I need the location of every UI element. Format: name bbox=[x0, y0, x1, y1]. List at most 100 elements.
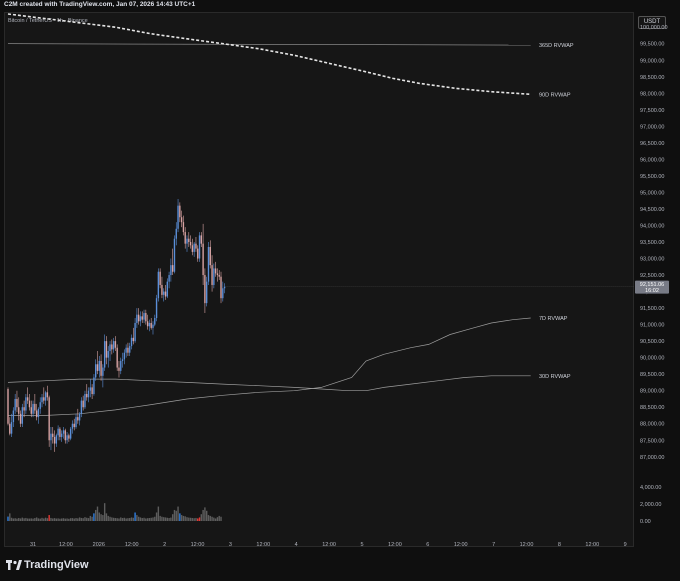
candle-body bbox=[211, 265, 213, 285]
volume-bar bbox=[220, 516, 222, 521]
price-axis-label: 93,000.00 bbox=[640, 257, 664, 263]
volume-bar bbox=[35, 517, 38, 521]
candle-body bbox=[114, 341, 117, 348]
candle-body bbox=[103, 341, 106, 368]
volume-bar bbox=[64, 518, 66, 521]
current-price-tag bbox=[635, 280, 669, 294]
candle-body bbox=[50, 433, 52, 441]
time-axis-label: 12:00 bbox=[322, 542, 336, 548]
volume-bar bbox=[28, 518, 31, 521]
price-axis-label: 88,000.00 bbox=[640, 422, 664, 428]
volume-bar bbox=[189, 517, 192, 521]
countdown-value: 16:02 bbox=[645, 288, 659, 294]
volume-bar bbox=[148, 518, 151, 521]
time-axis-label: 2 bbox=[163, 542, 166, 548]
candle-body bbox=[77, 417, 79, 421]
rvwap-90d-line bbox=[7, 13, 531, 96]
volume-bar bbox=[211, 516, 213, 521]
candle-body bbox=[41, 397, 43, 403]
volume-bar bbox=[32, 518, 34, 521]
volume-bar bbox=[141, 518, 143, 521]
volume-bar bbox=[77, 518, 79, 521]
candle-body bbox=[89, 387, 92, 391]
volume-bar bbox=[14, 518, 16, 521]
price-axis-label: 97,500.00 bbox=[640, 108, 664, 114]
volume-bar bbox=[43, 518, 45, 521]
volume-bar bbox=[107, 515, 109, 521]
volume-bar bbox=[191, 518, 194, 521]
candle-body bbox=[222, 288, 224, 299]
volume-bar bbox=[218, 515, 220, 521]
candle-body bbox=[35, 410, 38, 418]
candle-body bbox=[161, 284, 163, 295]
volume-bar bbox=[114, 518, 117, 521]
price-axis-label: 93,500.00 bbox=[640, 240, 664, 246]
candle-body bbox=[152, 324, 154, 328]
candle-body bbox=[204, 275, 206, 304]
volume-bar bbox=[61, 518, 63, 521]
candle-body bbox=[139, 316, 142, 322]
volume-bar bbox=[202, 509, 204, 521]
candle-body bbox=[127, 347, 129, 353]
volume-bar bbox=[159, 515, 161, 521]
candle-body bbox=[91, 387, 93, 394]
volume-bar bbox=[26, 518, 29, 521]
volume-bar bbox=[137, 516, 140, 521]
volume-bar bbox=[123, 517, 126, 521]
volume-bar bbox=[75, 518, 77, 521]
volume-bar bbox=[82, 518, 84, 521]
volume-bar bbox=[52, 518, 54, 521]
candle-body bbox=[202, 243, 204, 276]
volume-bar bbox=[50, 517, 52, 521]
price-axis-label: 94,000.00 bbox=[640, 223, 664, 229]
candle-body bbox=[123, 352, 126, 360]
candle-body bbox=[78, 413, 81, 421]
candle-body bbox=[154, 318, 156, 325]
candle-body bbox=[143, 313, 145, 320]
volume-bar bbox=[30, 518, 32, 521]
candle-body bbox=[98, 360, 100, 371]
candle-body bbox=[93, 377, 95, 394]
rvwap-label: 365D RVWAP bbox=[539, 43, 574, 49]
symbol-label[interactable]: Bitcoin / TetherUS · 1h · Binance bbox=[8, 18, 88, 24]
rvwap-label: 7D RVWAP bbox=[539, 316, 568, 322]
volume-bar bbox=[139, 517, 142, 521]
volume-bar bbox=[23, 518, 25, 521]
price-axis-label: 99,500.00 bbox=[640, 42, 664, 48]
candle-body bbox=[26, 397, 29, 401]
chart-pane[interactable] bbox=[4, 12, 634, 547]
candle-body bbox=[186, 238, 188, 244]
candle-body bbox=[44, 392, 47, 401]
candle-body bbox=[109, 344, 111, 352]
volume-bar bbox=[96, 506, 99, 521]
volume-bar bbox=[10, 517, 13, 521]
candle-body bbox=[39, 402, 41, 409]
candle-body bbox=[18, 407, 20, 414]
volume-axis-label: 0.00 bbox=[640, 519, 651, 525]
candle-body bbox=[166, 281, 169, 297]
price-axis-label: 90,500.00 bbox=[640, 339, 664, 345]
candle-body bbox=[157, 271, 160, 299]
candle-body bbox=[52, 433, 54, 437]
volume-bar bbox=[170, 517, 172, 521]
candle-body bbox=[180, 217, 183, 223]
price-axis-label: 91,000.00 bbox=[640, 323, 664, 329]
candle-body bbox=[188, 238, 190, 242]
volume-bar bbox=[143, 517, 145, 521]
candle-body bbox=[7, 389, 9, 424]
volume-bar bbox=[188, 517, 190, 521]
volume-bar bbox=[130, 517, 133, 521]
candle-body bbox=[200, 235, 203, 244]
brand-name[interactable]: TradingView bbox=[24, 559, 89, 571]
time-axis-label: 12:00 bbox=[585, 542, 599, 548]
candle-body bbox=[189, 242, 192, 246]
volume-bar bbox=[53, 518, 56, 521]
volume-bar bbox=[62, 518, 65, 521]
candle-body bbox=[86, 394, 88, 398]
candle-body bbox=[213, 268, 215, 285]
volume-bar bbox=[132, 517, 134, 521]
candle-body bbox=[19, 413, 22, 424]
volume-bar bbox=[180, 515, 183, 521]
currency-badge[interactable]: USDT bbox=[638, 16, 666, 29]
